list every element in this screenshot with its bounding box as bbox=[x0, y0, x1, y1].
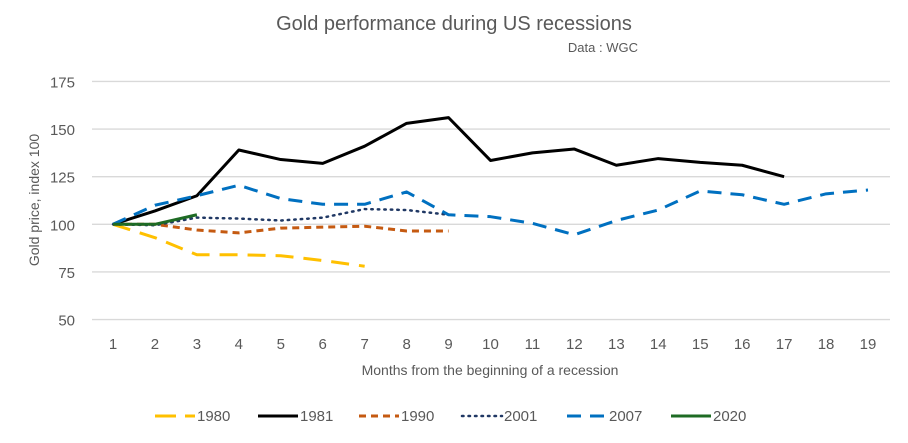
x-tick-label: 10 bbox=[482, 336, 499, 353]
legend-label: 1990 bbox=[401, 408, 434, 425]
y-tick-label: 75 bbox=[58, 265, 75, 282]
chart-subtitle: Data : WGC bbox=[568, 40, 638, 55]
x-tick-label: 7 bbox=[360, 336, 368, 353]
x-tick-label: 1 bbox=[109, 336, 117, 353]
x-tick-label: 14 bbox=[650, 336, 667, 353]
y-tick-label: 100 bbox=[50, 217, 75, 234]
chart-title: Gold performance during US recessions bbox=[276, 13, 632, 35]
x-tick-label: 15 bbox=[692, 336, 709, 353]
x-axis-label: Months from the beginning of a recession bbox=[362, 362, 619, 378]
x-tick-label: 4 bbox=[235, 336, 243, 353]
x-tick-label: 11 bbox=[525, 336, 541, 353]
y-axis-label: Gold price, index 100 bbox=[26, 134, 42, 267]
x-tick-label: 12 bbox=[566, 336, 583, 353]
legend-label: 1981 bbox=[300, 408, 333, 425]
legend-label: 2020 bbox=[713, 408, 746, 425]
y-tick-label: 175 bbox=[50, 74, 75, 91]
x-tick-label: 17 bbox=[776, 336, 793, 353]
y-tick-label: 150 bbox=[50, 122, 75, 139]
x-tick-label: 6 bbox=[319, 336, 327, 353]
x-tick-label: 3 bbox=[193, 336, 201, 353]
legend-label: 2007 bbox=[609, 408, 642, 425]
legend-label: 1980 bbox=[197, 408, 230, 425]
x-tick-label: 13 bbox=[608, 336, 625, 353]
x-tick-label: 8 bbox=[402, 336, 410, 353]
x-tick-label: 9 bbox=[444, 336, 452, 353]
x-tick-label: 16 bbox=[734, 336, 751, 353]
y-tick-label: 125 bbox=[50, 170, 75, 187]
x-tick-label: 2 bbox=[151, 336, 159, 353]
legend-label: 2001 bbox=[504, 408, 537, 425]
x-tick-label: 19 bbox=[860, 336, 877, 353]
series-line-1990 bbox=[113, 222, 449, 235]
series-line-2007 bbox=[112, 183, 869, 237]
x-tick-label: 18 bbox=[818, 336, 835, 353]
series-line-2001 bbox=[111, 207, 450, 227]
y-tick-label: 50 bbox=[58, 313, 75, 330]
series-line-1981 bbox=[112, 116, 785, 226]
x-tick-label: 5 bbox=[277, 336, 285, 353]
series-line-1980 bbox=[112, 222, 365, 268]
series-line-2020 bbox=[113, 213, 198, 226]
